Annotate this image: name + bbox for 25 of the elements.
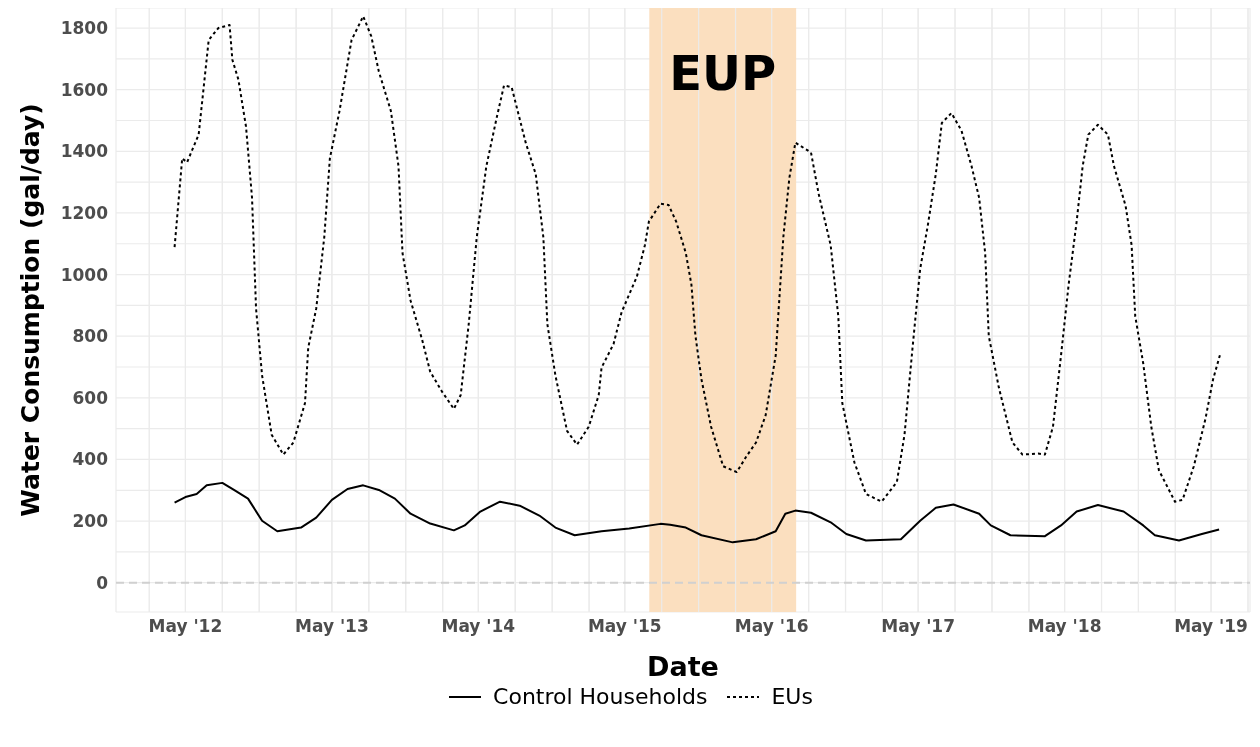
y-tick-label: 1200 xyxy=(60,202,109,223)
y-tick-label: 600 xyxy=(72,387,109,408)
y-tick-label: 800 xyxy=(72,326,109,347)
y-tick-label: 1600 xyxy=(60,79,109,100)
x-axis-title: Date xyxy=(647,651,719,682)
y-tick-label: 1800 xyxy=(60,18,109,39)
band-label: EUP xyxy=(669,45,777,102)
x-tick-label: May '13 xyxy=(295,616,369,637)
x-tick-label: May '19 xyxy=(1174,616,1248,637)
line-series xyxy=(173,15,1222,503)
y-tick-label: 400 xyxy=(72,449,109,470)
y-tick-label: 1000 xyxy=(60,264,109,285)
legend-label: EUs xyxy=(771,684,813,709)
line-series xyxy=(173,481,1221,544)
y-tick-label: 0 xyxy=(96,572,109,593)
x-tick-label: May '12 xyxy=(148,616,223,637)
y-axis-title: Water Consumption (gal/day) xyxy=(15,103,45,517)
x-tick-label: May '16 xyxy=(734,616,809,637)
x-tick-label: May '17 xyxy=(881,616,956,637)
legend-label: Control Households xyxy=(493,684,708,709)
x-tick-label: May '14 xyxy=(441,616,516,637)
y-tick-label: 200 xyxy=(72,511,109,532)
x-tick-label: May '18 xyxy=(1027,616,1102,637)
x-tick-label: May '15 xyxy=(587,616,662,637)
y-tick-label: 1400 xyxy=(60,141,109,162)
